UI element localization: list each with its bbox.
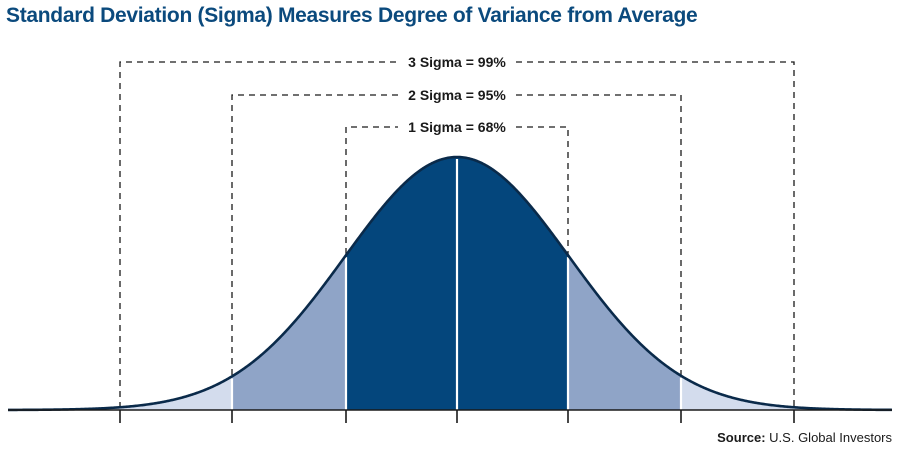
curve-regions <box>8 157 892 410</box>
bracket-2-sigma <box>231 94 682 408</box>
chart-title: Standard Deviation (Sigma) Measures Degr… <box>6 4 698 27</box>
label-2-sigma: 2 Sigma = 95% <box>408 87 506 103</box>
source-label: Source: <box>717 430 766 445</box>
x-axis <box>8 409 892 423</box>
label-3-sigma: 3 Sigma = 99% <box>408 54 506 70</box>
sigma-dividers <box>230 159 683 410</box>
source-text: U.S. Global Investors <box>769 430 892 445</box>
bell-curve-outline <box>8 155 893 412</box>
region-3-sigma-left <box>8 376 232 410</box>
label-1-sigma: 1 Sigma = 68% <box>408 119 506 135</box>
region-3-sigma-right <box>681 375 892 410</box>
source-note: Source: U.S. Global Investors <box>717 430 892 445</box>
bracket-3-sigma <box>119 61 795 408</box>
